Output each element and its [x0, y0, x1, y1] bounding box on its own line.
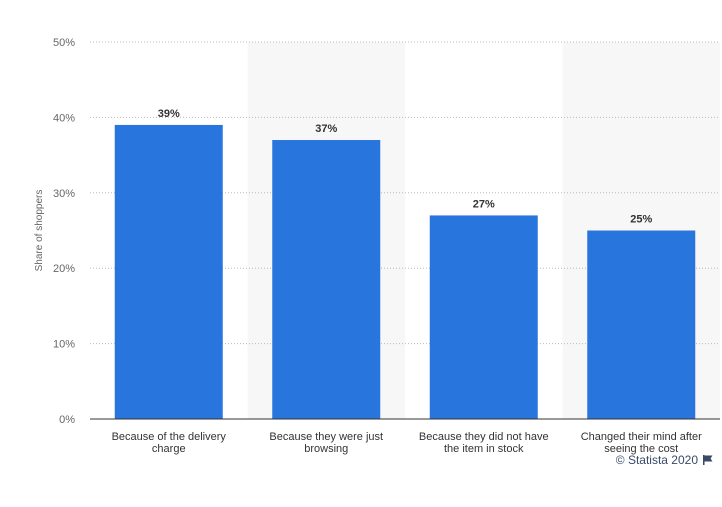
x-category-label: Because of the delivery charge	[112, 431, 227, 455]
bar[interactable]	[429, 215, 538, 419]
bar-value-label: 27%	[473, 198, 495, 210]
bar[interactable]	[587, 230, 696, 420]
flag-icon[interactable]	[702, 454, 714, 466]
y-tick-label: 40%	[53, 112, 75, 124]
x-category-label: Because they did not have the item in sto…	[419, 431, 549, 455]
bar[interactable]	[272, 140, 381, 419]
bar-value-label: 39%	[158, 108, 180, 120]
y-tick-label: 20%	[53, 263, 75, 275]
y-axis-ticks: 0% 10% 20% 30% 40% 50%	[53, 37, 75, 426]
bars	[114, 124, 696, 420]
x-category-label: Because they were just browsing	[269, 431, 383, 455]
y-tick-label: 30%	[53, 188, 75, 200]
bar-value-labels: 39% 37% 27% 25%	[158, 108, 653, 226]
bar-value-label: 37%	[315, 123, 337, 135]
x-category-label: Changed their mind after seeing the cost	[581, 431, 702, 455]
statista-credit[interactable]: © Statista 2020	[616, 453, 714, 467]
y-tick-label: 50%	[53, 37, 75, 49]
category-labels: Because of the delivery charge Because the…	[112, 431, 703, 455]
bar-value-label: 25%	[630, 214, 652, 226]
bar[interactable]	[114, 124, 223, 419]
y-tick-label: 0%	[59, 414, 75, 426]
credit-text: © Statista 2020	[615, 453, 698, 467]
y-tick-label: 10%	[53, 339, 75, 351]
y-axis-title: Share of shoppers	[34, 190, 45, 272]
